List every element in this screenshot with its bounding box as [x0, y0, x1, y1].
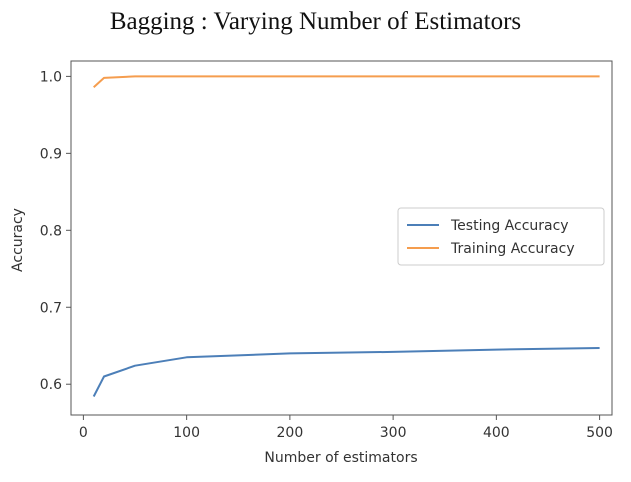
y-tick-label: 0.9 — [40, 146, 62, 162]
legend: Testing Accuracy Training Accuracy — [397, 207, 605, 266]
y-tick-label: 0.6 — [40, 377, 62, 393]
x-tick-label: 0 — [79, 425, 88, 441]
legend-label-training: Training Accuracy — [450, 241, 575, 257]
x-tick-label: 400 — [483, 425, 510, 441]
series-line-training — [93, 75, 600, 88]
y-tick-label: 0.7 — [40, 300, 62, 316]
y-tick-label: 1.0 — [40, 69, 62, 85]
x-tick-label: 300 — [380, 425, 407, 441]
chart-title: Bagging : Varying Number of Estimators — [109, 8, 522, 35]
x-tick-label: 100 — [173, 425, 200, 441]
series-line-testing — [92, 347, 600, 397]
y-tick-label: 0.8 — [40, 223, 62, 239]
x-axis-ticks: 0 100 200 300 400 500 — [79, 415, 613, 441]
legend-label-testing: Testing Accuracy — [450, 218, 569, 234]
x-tick-label: 500 — [586, 425, 613, 441]
y-axis-ticks: 0.6 0.7 0.8 0.9 1.0 — [40, 69, 71, 393]
x-tick-label: 200 — [277, 425, 304, 441]
series-layer — [92, 75, 600, 397]
legend-box — [397, 207, 605, 266]
y-axis-label: Accuracy — [10, 208, 26, 272]
x-axis-label: Number of estimators — [264, 450, 417, 466]
